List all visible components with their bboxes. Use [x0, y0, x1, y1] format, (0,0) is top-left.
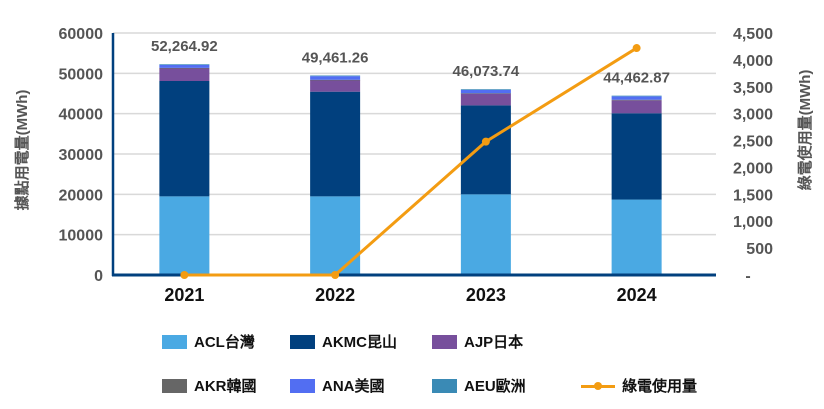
- legend-item: AJP日本: [432, 331, 523, 352]
- y2-tick-label: 1,500: [733, 187, 773, 204]
- bar-segment: [159, 80, 210, 197]
- x-tick-label: 2021: [164, 285, 204, 305]
- bar-segment: [611, 96, 662, 100]
- y2-tick-label: 1,000: [733, 214, 773, 231]
- y-tick-label: 60000: [59, 26, 104, 43]
- legend-item: ANA美國: [290, 375, 385, 396]
- y-tick-label: 10000: [59, 228, 104, 245]
- y2-tick-label: 4,500: [733, 26, 773, 43]
- legend-swatch: [290, 334, 315, 349]
- bar-segment: [460, 89, 511, 90]
- bar-segment: [310, 196, 361, 275]
- bar-segment: [611, 100, 662, 114]
- green-power-point: [180, 271, 189, 279]
- legend-item: 綠電使用量: [581, 375, 697, 396]
- y-tick-label: 20000: [59, 187, 104, 204]
- bar-segment: [159, 196, 210, 275]
- legend-swatch: [432, 334, 457, 349]
- legend-label: AEU歐洲: [464, 378, 526, 395]
- green-power-point: [632, 44, 641, 53]
- bar-segment: [460, 194, 511, 275]
- total-data-label: 44,462.87: [603, 70, 670, 87]
- y2-tick-label: 500: [746, 241, 773, 258]
- legend-label: AKR韓國: [194, 378, 257, 395]
- x-tick-label: 2024: [617, 285, 657, 305]
- legend-swatch: [432, 378, 457, 393]
- bar-segment: [611, 199, 662, 275]
- bar-segment: [460, 105, 511, 195]
- bar-segment: [310, 91, 361, 197]
- total-data-label: 49,461.26: [302, 50, 369, 67]
- bar-segment: [611, 95, 662, 97]
- x-tick-label: 2023: [466, 285, 506, 305]
- y2-tick-label: 3,500: [733, 80, 773, 97]
- green-power-line: [184, 46, 638, 277]
- legend-item: AKR韓國: [162, 375, 257, 396]
- green-power-point: [481, 137, 490, 146]
- bar-segment: [460, 89, 511, 94]
- y2-tick-label: 4,000: [733, 53, 773, 70]
- legend-label: ACL台灣: [194, 334, 255, 351]
- y2-tick-label: -: [745, 268, 750, 285]
- total-data-label: 52,264.92: [151, 38, 218, 55]
- legend-swatch: [290, 378, 315, 393]
- y2-tick-label: 2,500: [733, 134, 773, 151]
- y-axis-label: 據點用電量(MWh): [13, 90, 31, 211]
- y2-axis-label: 綠電使用量(MWh): [796, 70, 814, 191]
- bar-segment: [460, 93, 511, 106]
- legend-item: ACL台灣: [162, 331, 255, 352]
- bar-segment: [460, 93, 511, 94]
- bar-segment: [310, 79, 361, 81]
- y-tick-label: 40000: [59, 107, 104, 124]
- legend-item: AKMC昆山: [290, 331, 397, 352]
- green-power-point: [331, 271, 340, 279]
- legend-label: ANA美國: [322, 378, 385, 395]
- y-tick-label: 50000: [59, 66, 104, 83]
- y2-tick-label: 2,000: [733, 160, 773, 177]
- total-data-label: 46,073.74: [453, 63, 520, 80]
- x-tick-label: 2022: [315, 285, 355, 305]
- bar-segment: [159, 68, 210, 81]
- bar-segment: [310, 76, 361, 80]
- bar-segment: [159, 64, 210, 65]
- y-tick-label: 30000: [59, 147, 104, 164]
- bar-segment: [611, 113, 662, 200]
- bar-segment: [159, 67, 210, 69]
- bar-segment: [159, 64, 210, 68]
- chart: 0 10000 20000 30000 40000 50000 60000 - 500 1,000…: [13, 26, 814, 305]
- legend-line-marker-icon: [581, 379, 615, 393]
- y-tick-label: 0: [94, 268, 103, 285]
- bar-segment: [310, 79, 361, 92]
- legend-label: AJP日本: [464, 334, 524, 351]
- bar-segment: [310, 75, 361, 77]
- legend-label: 綠電使用量: [622, 378, 698, 395]
- legend-item: AEU歐洲: [432, 375, 526, 396]
- legend-label: AKMC昆山: [322, 334, 397, 351]
- legend-swatch: [162, 378, 187, 393]
- bar-segment: [611, 99, 662, 101]
- y2-tick-label: 3,000: [733, 107, 773, 124]
- legend-swatch: [162, 334, 187, 349]
